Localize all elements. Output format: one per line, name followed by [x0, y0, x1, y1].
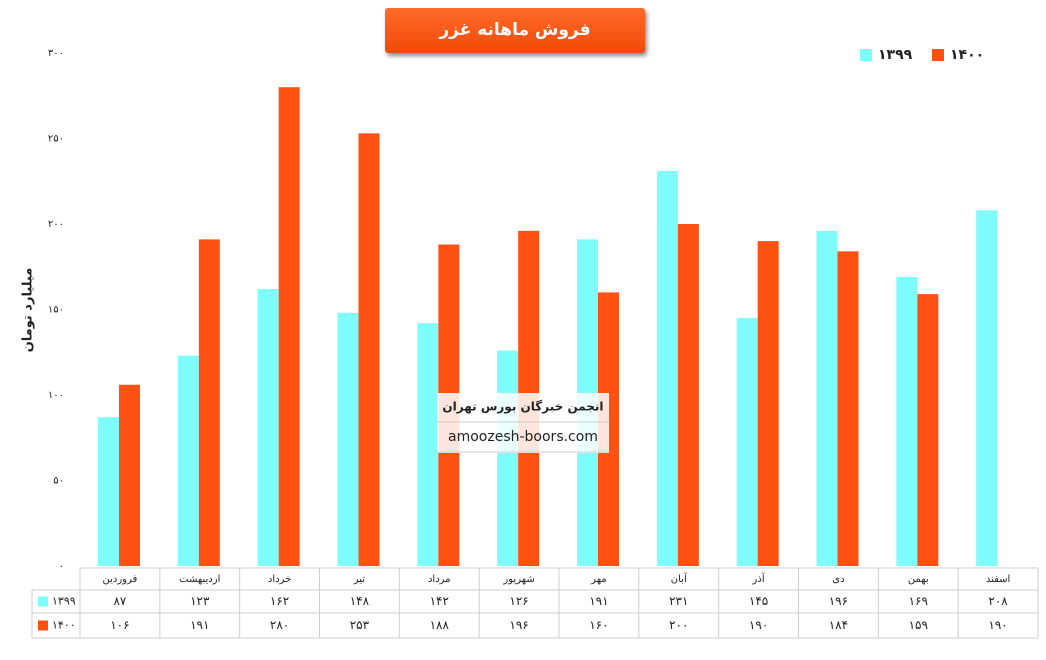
table-cell: ۱۹۶ [829, 594, 848, 608]
chart-title: فروش ماهانه غزر [438, 20, 590, 40]
table-row-label: ۱۳۹۹ [52, 595, 76, 608]
table-swatch [38, 596, 48, 607]
bar [677, 224, 699, 566]
y-tick-label: ۵۰ [53, 476, 64, 487]
x-tick-label: شهریور [502, 574, 534, 585]
table-cell: ۱۲۶ [509, 594, 528, 608]
bar [198, 239, 220, 566]
watermark: انجمن خبرگان بورس تهران amoozesh-boors.c… [437, 393, 609, 453]
y-axis-label: میلیارد تومان [21, 268, 36, 353]
x-tick-label: آذر [752, 572, 766, 585]
table-swatch [38, 620, 48, 631]
legend-swatch [932, 49, 944, 61]
table-cell: ۱۴۵ [749, 594, 768, 608]
bar [119, 384, 140, 566]
table-cell: ۱۹۱ [190, 618, 209, 632]
table-cell: ۱۵۹ [909, 618, 928, 632]
bar [917, 294, 939, 566]
x-tick-label: مهر [590, 574, 606, 585]
table-cell: ۱۴۲ [430, 594, 449, 608]
x-tick-label: فروردین [103, 574, 138, 585]
bar [837, 251, 859, 567]
table-cell: ۲۰۸ [988, 594, 1008, 608]
x-tick-label: اردیبهشت [179, 574, 220, 585]
table-cell: ۱۲۳ [190, 594, 210, 608]
table-cell: ۲۵۳ [350, 618, 370, 632]
table-cell: ۲۳۱ [669, 594, 688, 608]
watermark-box [437, 393, 609, 453]
table-cell: ۲۸۰ [270, 618, 289, 632]
legend-swatch [860, 49, 872, 61]
table-cell: ۱۴۸ [350, 594, 370, 608]
bar [896, 277, 918, 566]
table-cell: ۱۹۶ [509, 618, 528, 632]
x-tick-label: دی [832, 574, 844, 585]
x-tick-label: بهمن [908, 574, 929, 585]
table-row-label: ۱۴۰۰ [52, 619, 76, 632]
table-cell: ۱۹۱ [589, 594, 608, 608]
bar [736, 318, 758, 566]
table-cell: ۲۰۰ [669, 618, 688, 632]
y-tick-label: ۱۵۰ [48, 305, 64, 316]
table-cell: ۱۶۰ [589, 618, 608, 632]
legend-label: ۱۳۹۹ [878, 47, 913, 63]
bar [337, 312, 359, 566]
bar [98, 417, 119, 566]
bar [656, 170, 678, 567]
legend-label: ۱۴۰۰ [950, 47, 984, 63]
x-tick-label: مرداد [428, 574, 451, 585]
table-cell: ۱۹۰ [749, 618, 768, 632]
table-cell: ۱۹۰ [988, 618, 1007, 632]
x-tick-label: اسفند [986, 574, 1010, 585]
bar [278, 87, 300, 566]
table-cell: ۱۸۴ [829, 618, 848, 632]
y-tick-label: ۲۰۰ [48, 219, 64, 230]
bar [358, 133, 380, 566]
bar [816, 230, 838, 566]
x-tick-label: خرداد [268, 574, 291, 585]
watermark-url: amoozesh-boors.com [448, 429, 598, 445]
y-tick-label: ۳۰۰ [48, 48, 64, 59]
bar [976, 210, 998, 566]
x-tick-label: آبان [671, 572, 688, 585]
table-cell: ۱۶۹ [909, 594, 928, 608]
table-cell: ۱۰۶ [110, 618, 129, 632]
y-tick-label: ۲۵۰ [48, 134, 64, 145]
bar [497, 350, 519, 566]
y-tick-label: ۱۰۰ [48, 390, 64, 401]
y-tick-label: ۰ [59, 561, 64, 572]
title-box [385, 8, 645, 53]
table-cell: ۸۷ [113, 594, 126, 608]
bar [177, 355, 199, 566]
watermark-text: انجمن خبرگان بورس تهران [442, 400, 603, 415]
bar [417, 323, 439, 566]
bar [257, 288, 279, 566]
bar [757, 241, 779, 566]
table-cell: ۱۸۸ [430, 618, 450, 632]
table-cell: ۱۶۲ [270, 594, 289, 608]
x-tick-label: تیر [353, 574, 366, 585]
